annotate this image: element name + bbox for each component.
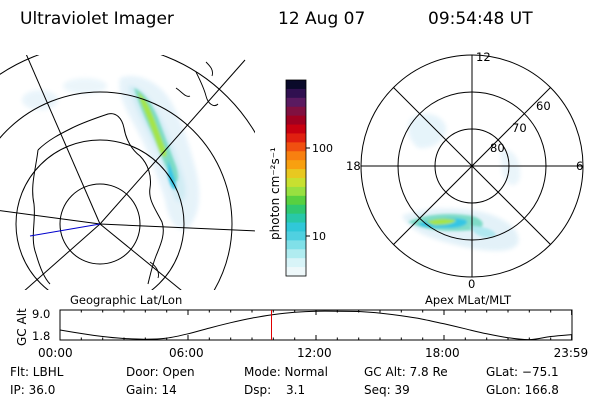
colorbar-cell [286,133,306,143]
apex-aurora-emission [402,113,521,251]
seq-status: Seq: 39 [364,383,410,397]
colorbar-cell [286,240,306,250]
altitude-ytick-high: 9.0 [32,307,50,321]
colorbar-cell [286,231,306,241]
gc-alt-status: GC Alt: 7.8 Re [364,365,448,379]
colorbar-cell [286,249,306,259]
geographic-map [0,55,255,290]
door-status: Door: Open [126,365,195,379]
geo-longitude-lines [0,55,255,290]
mlt-label-midnight: 0 [468,277,475,291]
altitude-x-ticks [59,310,573,340]
colorbar-cell [286,88,306,99]
apex-map-label: Apex MLat/MLT [425,293,512,307]
colorbar-cell [286,258,306,268]
geo-map-label: Geographic Lat/Lon [70,293,182,307]
date-label: 12 Aug 07 [278,9,365,29]
mode-status: Mode: Normal [244,365,328,379]
mlat-label-70: 70 [512,121,527,135]
colorbar: 100 10 photon cm⁻²s⁻¹ [268,79,333,277]
altitude-plot: GC Alt 9.0 1.8 00:00 06:00 12:00 18:00 23:59 [15,307,588,360]
mlt-label-dusk: 18 [346,159,361,173]
geo-aurora-emission [22,76,200,230]
gain-status: Gain: 14 [126,383,177,397]
colorbar-label-100: 100 [312,142,333,155]
colorbar-cell [286,106,306,117]
altitude-xtick-label: 00:00 [38,346,73,360]
mlat-label-60: 60 [536,99,551,113]
colorbar-cell [286,115,306,126]
mlat-label-80: 80 [490,141,505,155]
colorbar-cell [286,80,306,90]
colorbar-cell [286,97,306,108]
filter-status: Flt: LBHL [10,365,64,379]
altitude-series-line [59,310,572,341]
colorbar-cell [286,178,306,188]
altitude-xtick-label: 12:00 [297,346,332,360]
altitude-xtick-label: 18:00 [425,346,460,360]
altitude-xtick-label: 06:00 [169,346,204,360]
mlt-label-noon: 12 [476,50,491,64]
dsp-value: 3.1 [286,383,305,397]
geo-noon-meridian [29,223,101,237]
geo-latitude-rings [0,55,255,290]
colorbar-cell [286,124,306,135]
time-label: 09:54:48 UT [428,9,533,29]
colorbar-cell [286,213,306,224]
colorbar-cell [286,195,306,206]
colorbar-label-10: 10 [312,230,326,243]
colorbar-cell [286,142,306,152]
coastline [32,113,164,285]
colorbar-cell [286,160,306,170]
colorbar-cell [286,151,306,161]
colorbar-cell [286,222,306,233]
colorbar-cell [286,267,306,277]
mlt-label-dawn: 6 [576,159,583,173]
glon-status: GLon: 166.8 [486,383,559,397]
altitude-xtick-label: 23:59 [554,346,589,360]
ip-status: IP: 36.0 [10,383,55,397]
altitude-ytick-low: 1.8 [32,329,50,343]
coastline-islands [149,61,219,279]
apex-mlt-spokes [361,55,583,277]
altitude-plot-ylabel: GC Alt [15,308,29,346]
glat-status: GLat: −75.1 [486,365,559,379]
colorbar-unit-label: photon cm⁻²s⁻¹ [268,147,282,240]
status-footer: Flt: LBHL IP: 36.0 Door: Open Gain: 14 M… [10,365,559,397]
colorbar-cell [286,186,306,197]
instrument-title: Ultraviolet Imager [20,9,174,29]
dsp-label: Dsp: [244,383,271,397]
colorbar-cell [286,204,306,215]
altitude-x-labels: 00:00 06:00 12:00 18:00 23:59 [38,346,588,360]
colorbar-cell [286,169,306,179]
apex-map: 12 18 6 0 60 70 80 [346,50,584,291]
